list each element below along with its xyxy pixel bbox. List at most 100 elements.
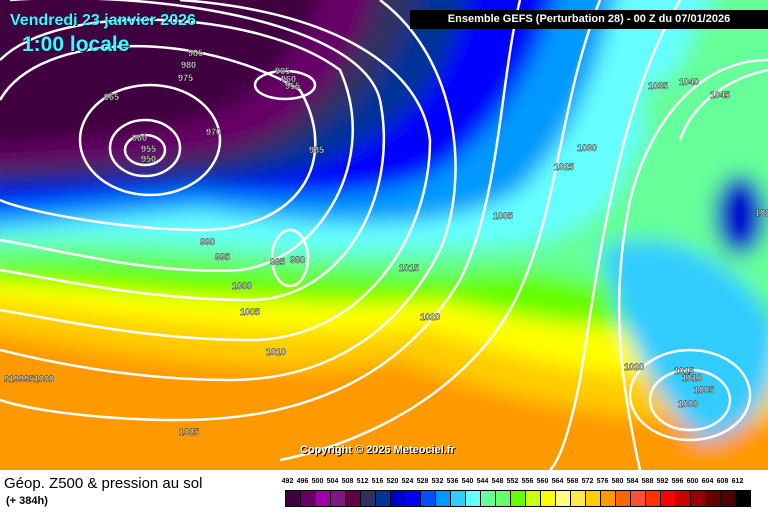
legend-label: 536 — [446, 478, 459, 485]
isobar-label: 9199951000 — [4, 374, 54, 384]
isobar-label: 950 — [141, 154, 156, 164]
legend-label: 580 — [611, 478, 624, 485]
legend-label: 576 — [596, 478, 609, 485]
isobar-label: 1020 — [420, 312, 440, 322]
legend-label: 608 — [716, 478, 729, 485]
legend-swatch — [376, 491, 391, 506]
legend-swatch — [391, 491, 406, 506]
isobar-label: 1005 — [694, 385, 714, 395]
lead-time: (+ 384h) — [6, 495, 48, 507]
isobar-label: 1010 — [266, 347, 286, 357]
chart-title: Géop. Z500 & pression au sol — [4, 475, 203, 492]
legend-swatch — [466, 491, 481, 506]
color-legend-labels: 492 496 500 504 508 512 516 520 524 528 532 536 540 5… — [280, 478, 745, 485]
legend-swatch — [736, 491, 750, 506]
isobars — [0, 0, 768, 470]
legend-label: 564 — [551, 478, 564, 485]
isobar-label: 1035 — [648, 81, 668, 91]
isobar-label: 960 — [132, 133, 147, 143]
isobar-label: 960 — [281, 74, 296, 84]
legend-swatch — [706, 491, 721, 506]
isobar-label: 1040 — [679, 77, 699, 87]
legend-swatch — [661, 491, 676, 506]
legend-label: 568 — [566, 478, 579, 485]
legend-label: 560 — [536, 478, 549, 485]
isobar-label: 980 — [290, 255, 305, 265]
legend-label: 600 — [686, 478, 699, 485]
legend-swatch — [346, 491, 361, 506]
legend-label: 552 — [506, 478, 519, 485]
legend-swatch — [676, 491, 691, 506]
legend-swatch — [286, 491, 301, 506]
legend-label: 528 — [416, 478, 429, 485]
isobar-label: 102 — [755, 208, 768, 218]
isobar-label: 1015 — [399, 263, 419, 273]
isobar-label: 1005 — [240, 307, 260, 317]
color-legend — [285, 490, 751, 507]
legend-swatch — [436, 491, 451, 506]
legend-swatch — [721, 491, 736, 506]
isobar-label: 995 — [215, 252, 230, 262]
legend-swatch — [541, 491, 556, 506]
legend-swatch — [496, 491, 511, 506]
legend-label: 496 — [296, 478, 309, 485]
isobar-label: 1010 — [682, 373, 702, 383]
isobar-label: 980 — [181, 60, 196, 70]
legend-label: 556 — [521, 478, 534, 485]
legend-swatch — [526, 491, 541, 506]
legend-label: 504 — [326, 478, 339, 485]
copyright: Copyright © 2026 Meteociel.fr — [300, 444, 455, 456]
legend-swatch — [421, 491, 436, 506]
legend-label: 532 — [431, 478, 444, 485]
isobar-label: 955 — [141, 144, 156, 154]
model-header: Ensemble GEFS (Perturbation 28) - 00 Z d… — [410, 10, 768, 29]
legend-label: 544 — [476, 478, 489, 485]
isobar-label: 1025 — [554, 162, 574, 172]
legend-swatch — [406, 491, 421, 506]
isobar-label: 1025 — [179, 427, 199, 437]
legend-swatch — [631, 491, 646, 506]
legend-swatch — [301, 491, 316, 506]
legend-label: 596 — [671, 478, 684, 485]
legend-label: 508 — [341, 478, 354, 485]
isobar-label: 970 — [206, 127, 221, 137]
legend-label: 592 — [656, 478, 669, 485]
isobar-labels: 985 980 975 965 965 960 955 970 960 955 … — [4, 48, 768, 437]
isobar-label: 965 — [275, 66, 290, 76]
isobar-label: 985 — [188, 48, 203, 58]
z500-fill — [0, 0, 768, 470]
legend-label: 516 — [371, 478, 384, 485]
legend-swatch — [481, 491, 496, 506]
isobar-label: 1045 — [710, 90, 730, 100]
legend-swatch — [556, 491, 571, 506]
legend-label: 584 — [626, 478, 639, 485]
isobar-label: 985 — [270, 257, 285, 267]
legend-swatch — [601, 491, 616, 506]
legend-label: 492 — [281, 478, 294, 485]
forecast-time: 1:00 locale — [22, 33, 130, 56]
isobar-label: 975 — [178, 73, 193, 83]
isobar-label: 985 — [309, 145, 324, 155]
legend-swatch — [646, 491, 661, 506]
legend-swatch — [451, 491, 466, 506]
legend-label: 604 — [701, 478, 714, 485]
legend-swatch — [586, 491, 601, 506]
legend-label: 548 — [491, 478, 504, 485]
legend-swatch — [511, 491, 526, 506]
isobar-label: 1020 — [624, 362, 644, 372]
isobar-label: 1030 — [577, 143, 597, 153]
legend-swatch — [691, 491, 706, 506]
legend-swatch — [571, 491, 586, 506]
isobar-label: 1000 — [678, 399, 698, 409]
legend-label: 512 — [356, 478, 369, 485]
legend-swatch — [616, 491, 631, 506]
legend-swatch — [361, 491, 376, 506]
legend-swatch — [316, 491, 331, 506]
isobar-label: 1005 — [493, 211, 513, 221]
isobar-label: 955 — [285, 81, 300, 91]
geopotential-map: 985 980 975 965 965 960 955 970 960 955 … — [0, 0, 768, 470]
legend-label: 524 — [401, 478, 414, 485]
isobar-label: 990 — [200, 237, 215, 247]
isobar-label: 1000 — [232, 281, 252, 291]
